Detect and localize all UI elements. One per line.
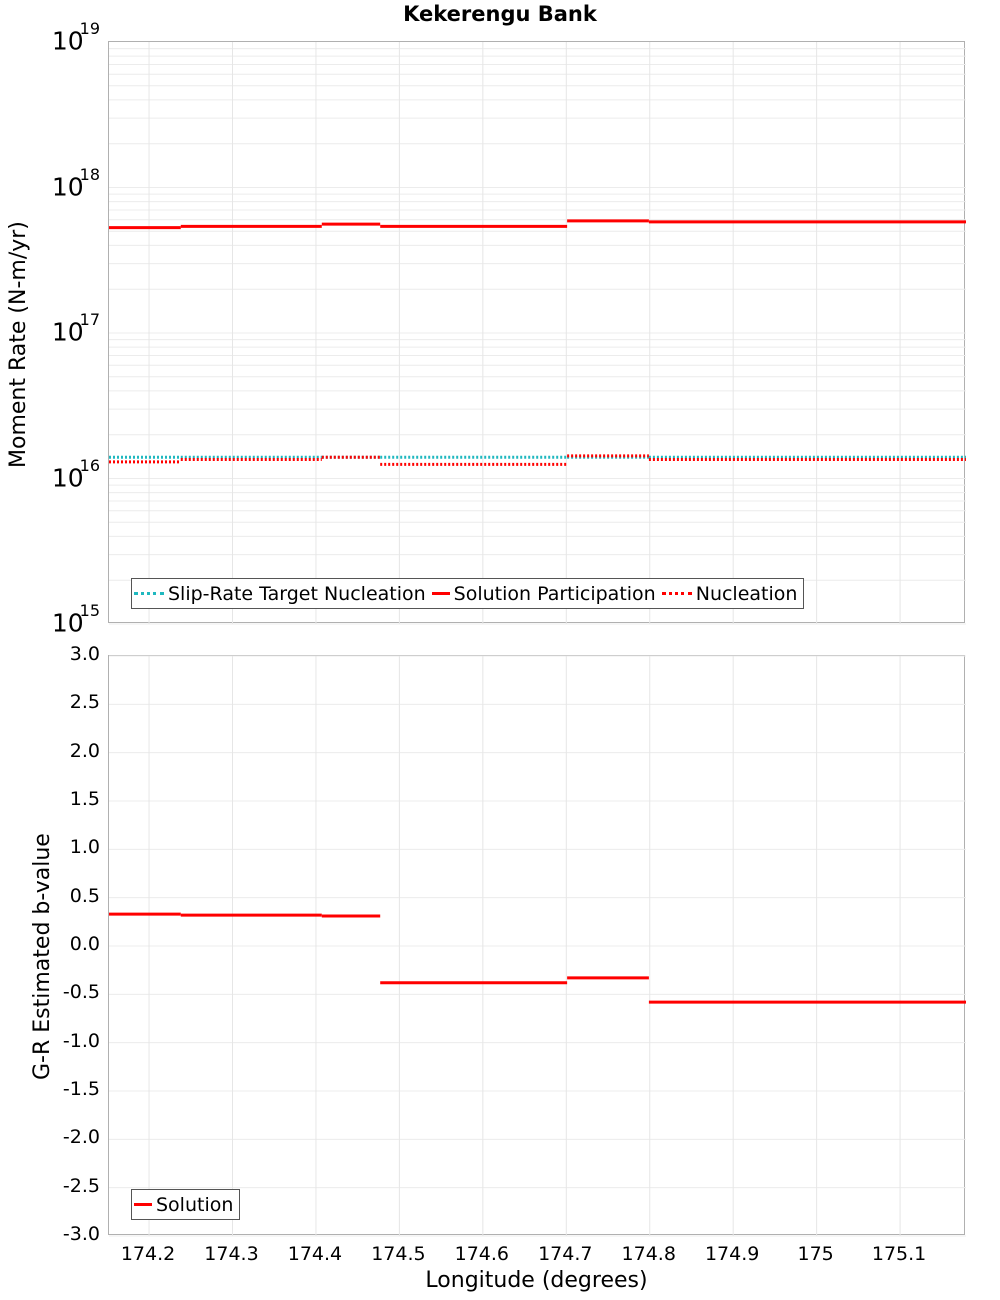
y-tick-label: 3.0: [10, 643, 100, 665]
y-tick-label: 1015: [0, 607, 100, 637]
x-tick-label: 174.3: [192, 1243, 272, 1265]
x-tick-label: 174.7: [525, 1243, 605, 1265]
y-tick-label: 1.5: [10, 788, 100, 810]
top-plot-svg: [109, 42, 966, 624]
top-plot-area: Slip-Rate Target Nucleation Solution Par…: [108, 41, 965, 623]
x-tick-label: 174.4: [275, 1243, 355, 1265]
chart-title: Kekerengu Bank: [0, 2, 1000, 26]
y-tick-label: 2.0: [10, 740, 100, 762]
bottom-plot-area: Solution: [108, 655, 965, 1235]
x-tick-label: 174.5: [358, 1243, 438, 1265]
x-tick-label: 174.8: [609, 1243, 689, 1265]
y-tick-label: 0.0: [10, 933, 100, 955]
y-tick-label: 1.0: [10, 836, 100, 858]
y-tick-label: -2.5: [10, 1175, 100, 1197]
legend-item-slip-rate-target: Slip-Rate Target Nucleation: [134, 583, 426, 605]
x-tick-label: 174.6: [442, 1243, 522, 1265]
dotted-cyan-line-icon: [134, 592, 164, 595]
y-tick-label: 1019: [0, 25, 100, 55]
y-tick-label: 1017: [0, 316, 100, 346]
y-tick-label: 1018: [0, 171, 100, 201]
bottom-legend: Solution: [131, 1189, 240, 1220]
legend-item-solution-participation: Solution Participation: [432, 583, 656, 605]
y-tick-label: 0.5: [10, 885, 100, 907]
x-tick-label: 175.1: [859, 1243, 939, 1265]
y-tick-label: 2.5: [10, 691, 100, 713]
bottom-plot-svg: [109, 656, 966, 1236]
y-tick-label: -2.0: [10, 1126, 100, 1148]
top-legend: Slip-Rate Target Nucleation Solution Par…: [131, 578, 804, 609]
x-tick-label: 174.2: [108, 1243, 188, 1265]
legend-item-nucleation: Nucleation: [662, 583, 798, 605]
dotted-red-line-icon: [662, 592, 692, 595]
y-tick-label: -1.5: [10, 1078, 100, 1100]
y-tick-label: -0.5: [10, 981, 100, 1003]
x-axis-label: Longitude (degrees): [108, 1268, 965, 1293]
y-tick-label: 1016: [0, 462, 100, 492]
y-tick-label: -3.0: [10, 1223, 100, 1245]
x-tick-label: 175: [776, 1243, 856, 1265]
solid-red-line-icon: [432, 592, 450, 595]
legend-item-solution: Solution: [134, 1194, 233, 1216]
y-tick-label: -1.0: [10, 1030, 100, 1052]
solid-red-line-icon: [134, 1203, 152, 1206]
x-tick-label: 174.9: [692, 1243, 772, 1265]
